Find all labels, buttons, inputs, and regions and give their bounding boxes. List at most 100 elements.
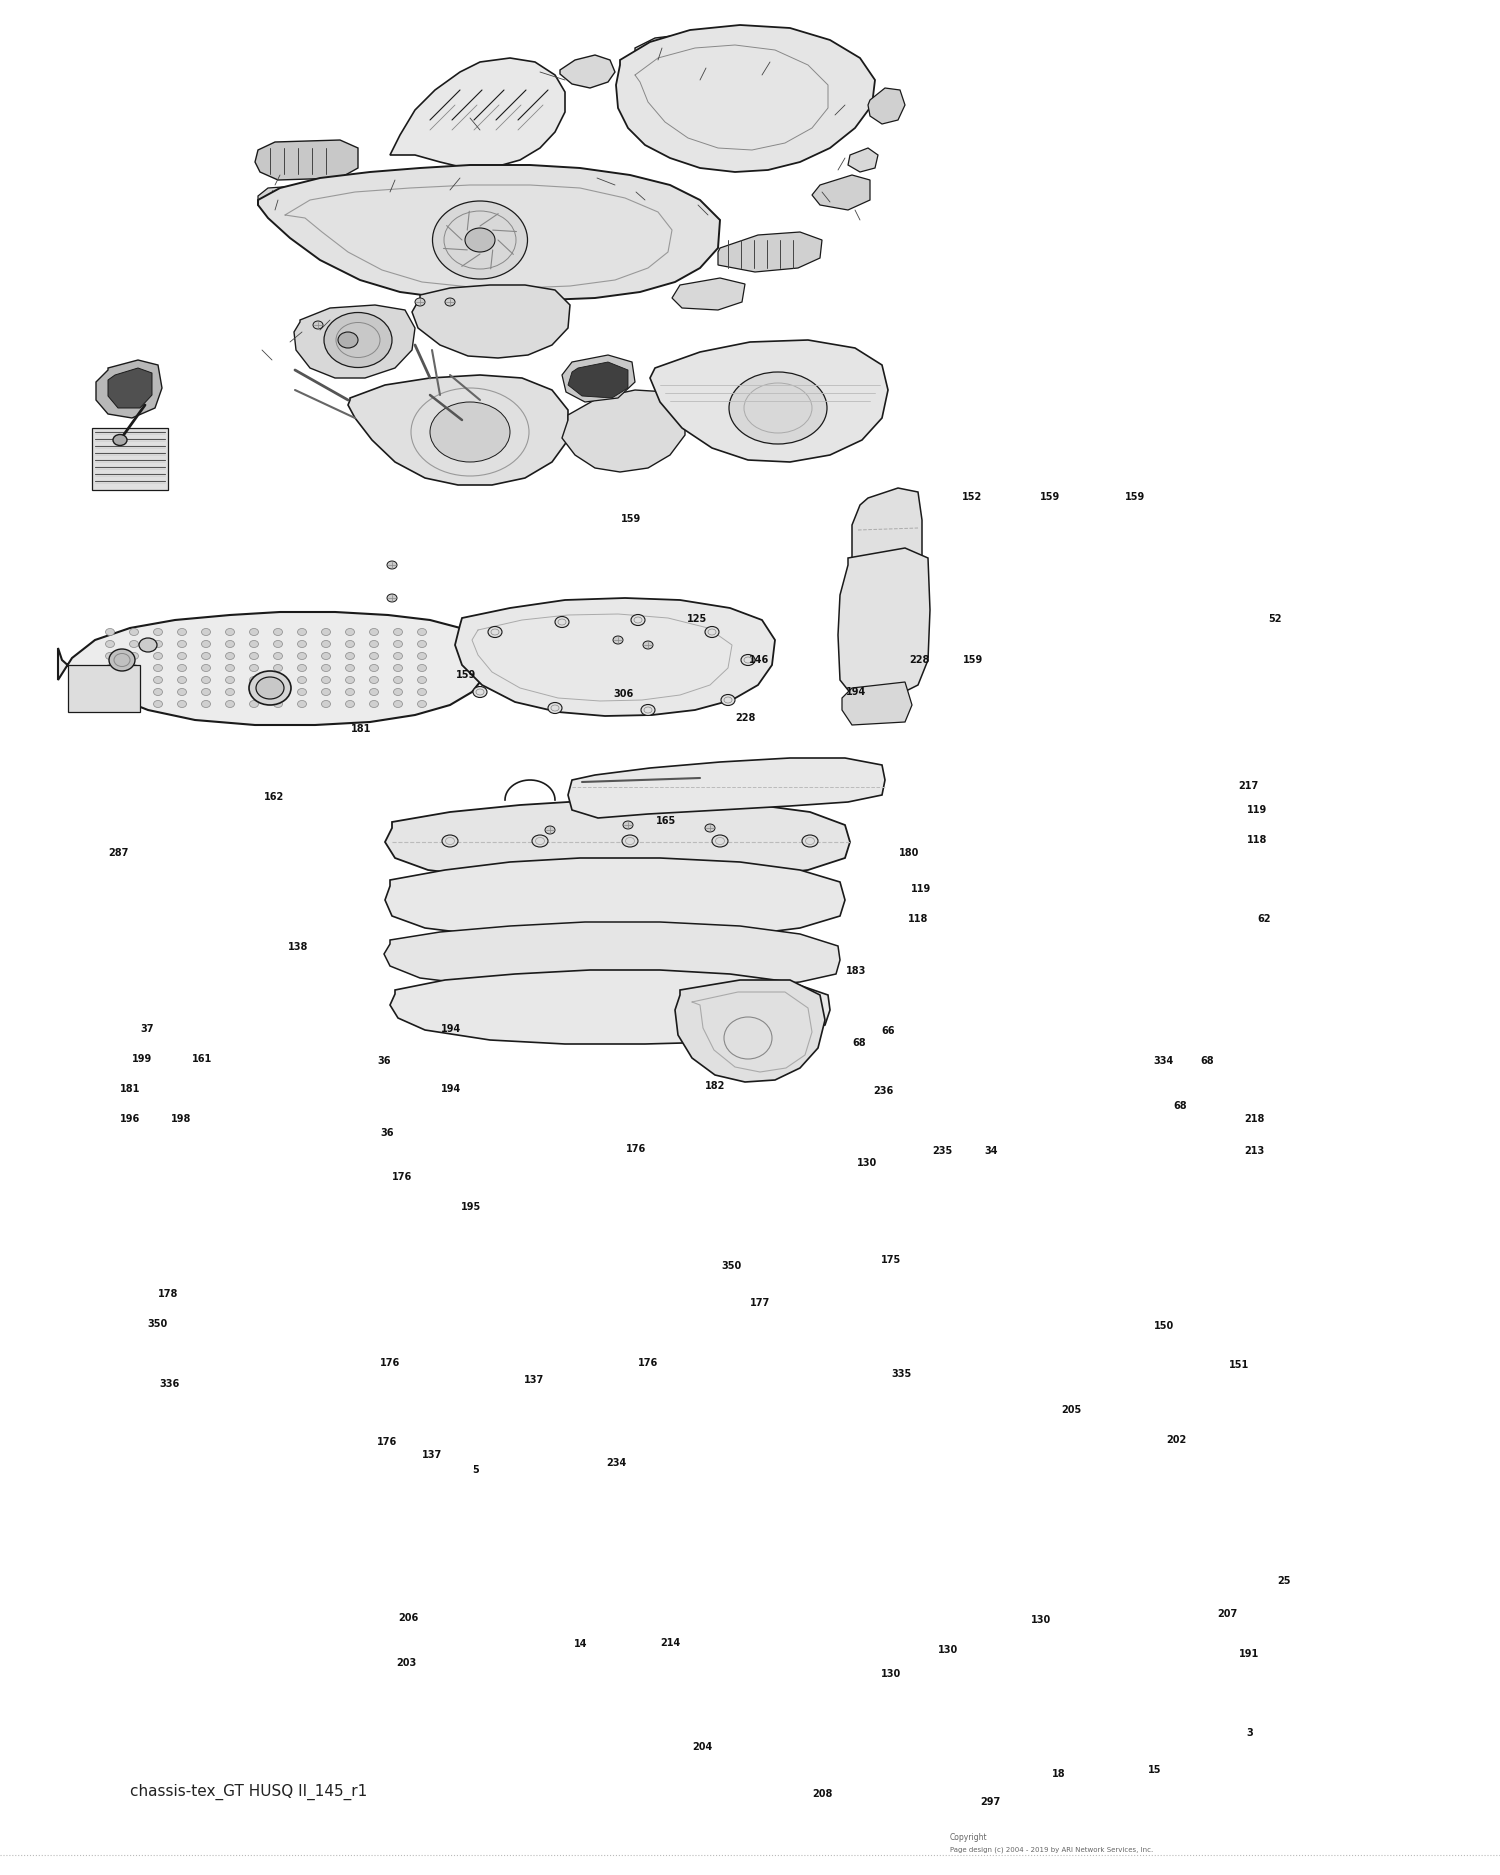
Text: 152: 152 [962, 491, 982, 502]
Polygon shape [258, 165, 720, 300]
Text: 176: 176 [376, 1436, 398, 1448]
Ellipse shape [297, 664, 306, 671]
Ellipse shape [105, 664, 114, 671]
Text: 218: 218 [1244, 1114, 1264, 1125]
Text: 119: 119 [910, 883, 932, 894]
Ellipse shape [802, 834, 818, 848]
Ellipse shape [153, 688, 162, 696]
Ellipse shape [555, 617, 568, 628]
Text: chassis-tex_GT HUSQ II_145_r1: chassis-tex_GT HUSQ II_145_r1 [130, 1783, 368, 1800]
Ellipse shape [722, 694, 735, 705]
Ellipse shape [345, 701, 354, 707]
Polygon shape [560, 54, 615, 88]
Ellipse shape [129, 652, 138, 660]
Text: 198: 198 [171, 1114, 192, 1125]
Text: 228: 228 [735, 712, 756, 724]
Ellipse shape [273, 628, 282, 636]
Ellipse shape [129, 664, 138, 671]
Polygon shape [650, 339, 888, 461]
Text: 335: 335 [891, 1369, 912, 1380]
Ellipse shape [741, 654, 754, 666]
Ellipse shape [153, 664, 162, 671]
Text: 178: 178 [158, 1288, 178, 1299]
Ellipse shape [369, 664, 378, 671]
Text: 217: 217 [1238, 780, 1258, 791]
Ellipse shape [249, 671, 291, 705]
Ellipse shape [225, 641, 234, 647]
Polygon shape [616, 24, 874, 172]
Polygon shape [96, 360, 162, 418]
Polygon shape [294, 306, 416, 379]
Ellipse shape [345, 664, 354, 671]
Polygon shape [562, 390, 686, 472]
Ellipse shape [393, 628, 402, 636]
Ellipse shape [201, 652, 210, 660]
Ellipse shape [140, 638, 158, 652]
Text: 183: 183 [846, 966, 867, 977]
Polygon shape [390, 58, 566, 169]
Ellipse shape [153, 628, 162, 636]
Ellipse shape [393, 701, 402, 707]
Ellipse shape [446, 298, 454, 306]
Text: 202: 202 [1166, 1434, 1186, 1446]
Ellipse shape [129, 688, 138, 696]
Ellipse shape [105, 652, 114, 660]
Ellipse shape [105, 641, 114, 647]
Ellipse shape [369, 628, 378, 636]
Polygon shape [718, 232, 822, 272]
Ellipse shape [256, 677, 284, 699]
Ellipse shape [393, 677, 402, 684]
Text: 151: 151 [1228, 1359, 1250, 1371]
Ellipse shape [105, 628, 114, 636]
Ellipse shape [297, 641, 306, 647]
Ellipse shape [416, 298, 424, 306]
Polygon shape [108, 368, 152, 409]
Ellipse shape [369, 677, 378, 684]
Ellipse shape [345, 641, 354, 647]
Text: 194: 194 [441, 1024, 462, 1035]
Polygon shape [390, 969, 830, 1044]
Polygon shape [454, 598, 776, 716]
Text: 138: 138 [288, 941, 309, 952]
Text: 287: 287 [108, 848, 129, 859]
Text: 181: 181 [120, 1084, 141, 1095]
Ellipse shape [129, 677, 138, 684]
Ellipse shape [393, 652, 402, 660]
Ellipse shape [225, 688, 234, 696]
Text: 236: 236 [873, 1086, 894, 1097]
Polygon shape [258, 186, 326, 212]
Ellipse shape [297, 688, 306, 696]
Ellipse shape [632, 615, 645, 626]
Ellipse shape [369, 701, 378, 707]
Text: 118: 118 [1246, 834, 1268, 846]
Ellipse shape [273, 652, 282, 660]
Ellipse shape [417, 701, 426, 707]
Text: 125: 125 [687, 613, 708, 624]
Ellipse shape [105, 677, 114, 684]
Text: 36: 36 [378, 1056, 390, 1067]
Text: 214: 214 [660, 1637, 681, 1648]
Ellipse shape [321, 628, 330, 636]
Ellipse shape [644, 641, 652, 649]
Ellipse shape [297, 701, 306, 707]
Polygon shape [255, 141, 358, 180]
Polygon shape [348, 375, 568, 486]
Ellipse shape [225, 628, 234, 636]
Text: 137: 137 [422, 1449, 442, 1461]
Ellipse shape [153, 701, 162, 707]
Ellipse shape [488, 626, 502, 638]
Ellipse shape [225, 652, 234, 660]
Text: Copyright: Copyright [950, 1834, 987, 1843]
Ellipse shape [622, 821, 633, 829]
Text: 25: 25 [1276, 1575, 1290, 1586]
Ellipse shape [297, 677, 306, 684]
Ellipse shape [225, 701, 234, 707]
Ellipse shape [321, 652, 330, 660]
Ellipse shape [321, 688, 330, 696]
Polygon shape [386, 801, 850, 881]
Ellipse shape [273, 688, 282, 696]
Text: 180: 180 [898, 848, 920, 859]
Ellipse shape [249, 652, 258, 660]
Ellipse shape [129, 641, 138, 647]
Ellipse shape [177, 652, 186, 660]
